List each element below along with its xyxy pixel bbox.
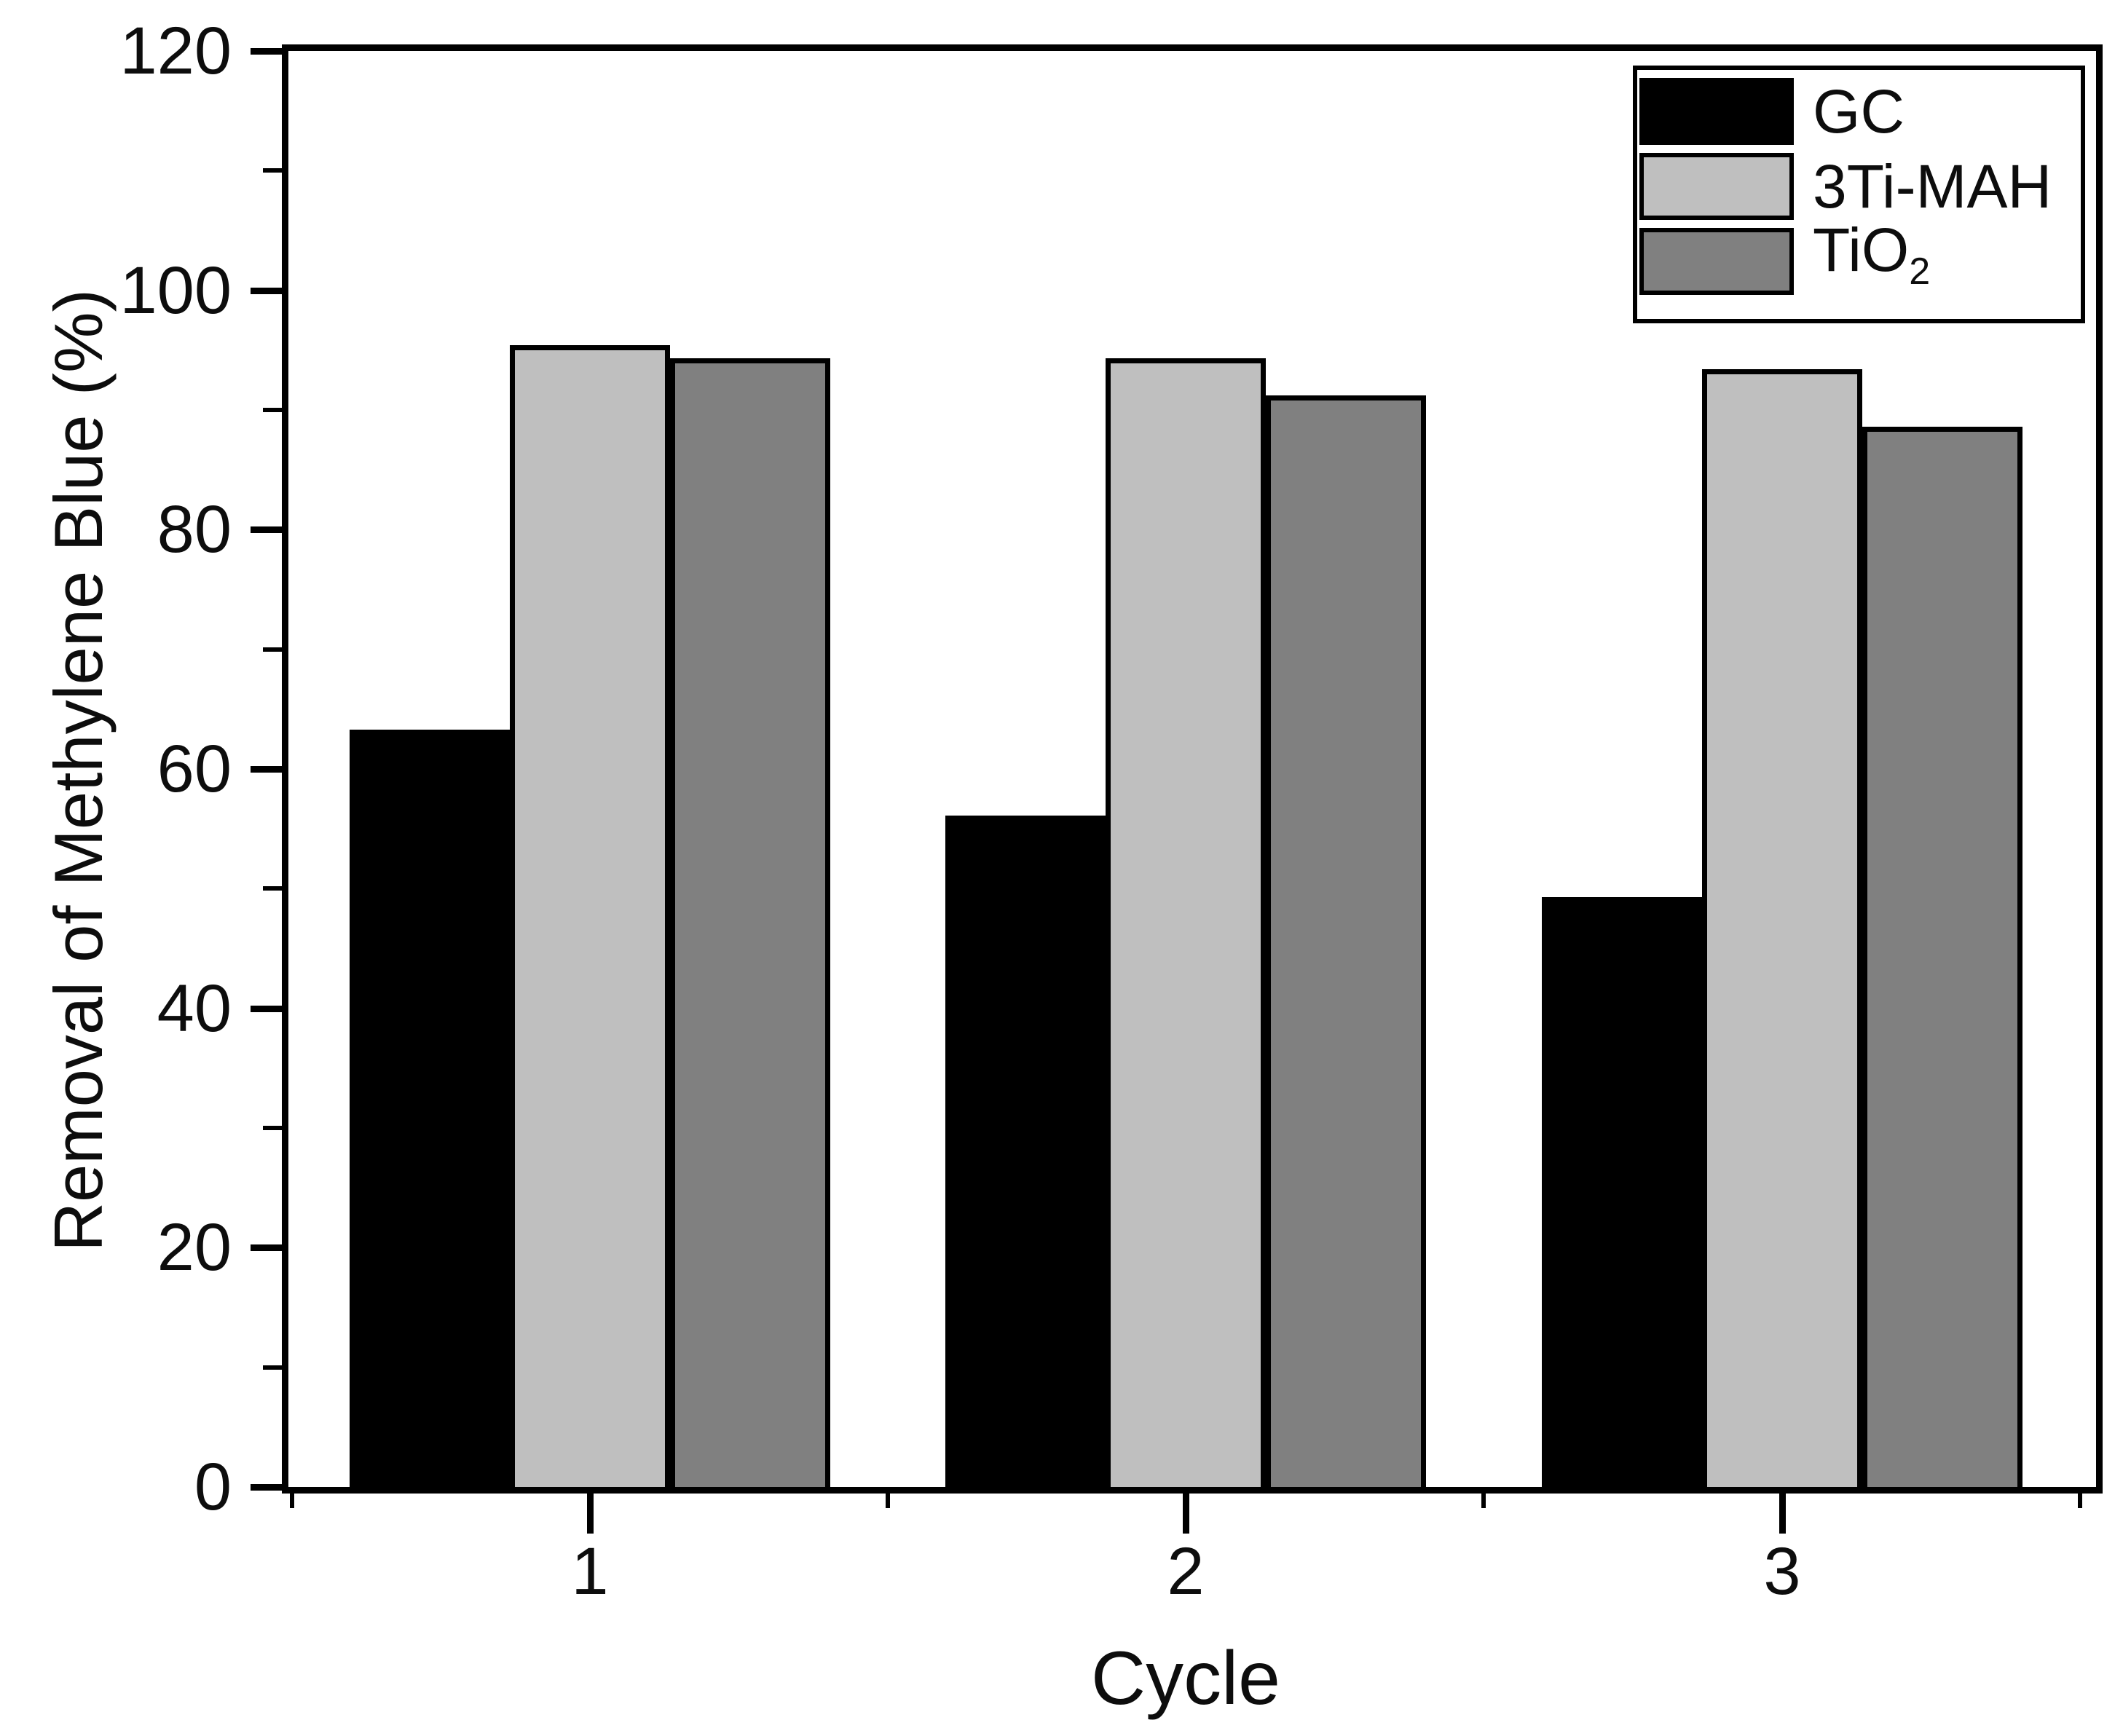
y-minor-tick-50 — [263, 886, 282, 891]
x-major-tick-2 — [1183, 1494, 1189, 1534]
legend-row-tio2: TiO2 — [1639, 216, 2081, 299]
x-tick-label-3: 3 — [1763, 1534, 1801, 1609]
legend-swatch-gc — [1639, 77, 1794, 145]
bar-tio2-cycle-3 — [1862, 427, 2022, 1487]
legend-label-gc: GC — [1813, 76, 1905, 146]
y-major-tick-0 — [251, 1484, 282, 1491]
legend-box: GC 3Ti-MAH TiO2 — [1633, 66, 2085, 323]
legend-swatch-3ti-mah — [1639, 152, 1794, 220]
x-axis-title: Cycle — [1090, 1636, 1281, 1721]
legend-row-3ti-mah: 3Ti-MAH — [1639, 149, 2081, 224]
y-minor-tick-30 — [263, 1126, 282, 1130]
legend-swatch-tio2 — [1639, 227, 1794, 295]
y-tick-label-20: 20 — [157, 1210, 232, 1285]
y-tick-label-120: 120 — [119, 14, 232, 88]
x-minor-tick-3 — [2078, 1494, 2082, 1508]
y-minor-tick-10 — [263, 1365, 282, 1370]
x-minor-tick-0 — [290, 1494, 294, 1508]
bar-3ti-mah-cycle-3 — [1702, 369, 1862, 1487]
y-tick-label-80: 80 — [157, 492, 232, 567]
y-tick-label-40: 40 — [157, 971, 232, 1046]
y-major-tick-100 — [251, 287, 282, 294]
x-major-tick-1 — [587, 1494, 594, 1534]
x-minor-tick-2 — [1481, 1494, 1486, 1508]
bar-gc-cycle-2 — [945, 816, 1106, 1487]
bar-3ti-mah-cycle-1 — [510, 345, 670, 1487]
legend-label-tio2: TiO2 — [1813, 216, 1931, 293]
y-tick-label-100: 100 — [119, 253, 232, 328]
y-major-tick-120 — [251, 48, 282, 55]
y-minor-tick-110 — [263, 168, 282, 173]
x-minor-tick-1 — [886, 1494, 890, 1508]
legend-row-gc: GC — [1639, 74, 2081, 149]
y-major-tick-60 — [251, 766, 282, 773]
bar-3ti-mah-cycle-2 — [1106, 358, 1266, 1487]
bar-gc-cycle-3 — [1542, 897, 1702, 1487]
legend-label-3ti-mah: 3Ti-MAH — [1813, 151, 2052, 221]
bar-gc-cycle-1 — [350, 730, 510, 1487]
plot-inner — [288, 51, 2096, 1487]
y-major-tick-40 — [251, 1005, 282, 1012]
y-major-tick-80 — [251, 526, 282, 534]
y-tick-label-60: 60 — [157, 732, 232, 806]
y-minor-tick-70 — [263, 647, 282, 652]
x-tick-label-1: 1 — [571, 1534, 609, 1609]
y-tick-label-0: 0 — [194, 1450, 232, 1524]
x-tick-label-2: 2 — [1167, 1534, 1205, 1609]
x-major-tick-3 — [1779, 1494, 1786, 1534]
y-major-tick-20 — [251, 1244, 282, 1252]
bar-tio2-cycle-2 — [1266, 395, 1426, 1487]
bar-tio2-cycle-1 — [670, 358, 830, 1487]
y-minor-tick-90 — [263, 408, 282, 412]
